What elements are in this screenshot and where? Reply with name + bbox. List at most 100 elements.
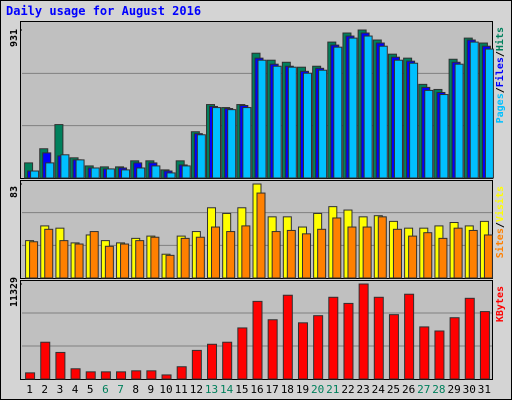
- bar: [479, 311, 490, 380]
- bar: [271, 231, 281, 279]
- bar: [363, 35, 373, 179]
- bar: [468, 229, 478, 279]
- bar: [449, 317, 460, 380]
- bar: [287, 66, 297, 179]
- bar: [226, 231, 236, 279]
- bar: [227, 109, 237, 179]
- bar: [241, 225, 251, 279]
- bar: [25, 372, 36, 380]
- bar: [393, 59, 403, 179]
- bar: [439, 94, 449, 179]
- bar: [388, 314, 399, 380]
- bar: [378, 45, 388, 179]
- y-tick-label: 11329: [9, 277, 20, 307]
- bar: [318, 69, 328, 179]
- bar: [45, 162, 55, 179]
- bar: [100, 371, 111, 380]
- bar: [438, 237, 448, 279]
- bar: [272, 65, 282, 179]
- bar: [483, 234, 493, 279]
- bar: [75, 159, 85, 179]
- x-tick-label: 30: [463, 383, 476, 396]
- bar: [29, 241, 39, 279]
- x-tick-label: 24: [372, 383, 386, 396]
- x-tick-label: 16: [250, 383, 263, 396]
- x-tick-label: 17: [266, 383, 279, 396]
- legend-entry: Hits: [494, 27, 506, 51]
- bar: [181, 165, 191, 179]
- bar: [135, 240, 145, 279]
- chart-title: Daily usage for August 2016: [6, 4, 201, 18]
- bar: [348, 37, 358, 179]
- bar: [44, 228, 54, 279]
- bar: [282, 294, 293, 380]
- legend-entry: Files: [494, 57, 506, 87]
- bar: [166, 172, 176, 179]
- bar: [242, 107, 252, 179]
- x-tick-label: 29: [447, 383, 460, 396]
- bar: [454, 63, 464, 179]
- x-tick-label: 8: [132, 383, 139, 396]
- x-tick-label: 22: [341, 383, 354, 396]
- legend: KBytes: [495, 286, 506, 322]
- bar: [131, 370, 142, 380]
- bar: [60, 154, 70, 179]
- bar: [151, 165, 161, 179]
- bar: [434, 330, 445, 380]
- bar: [257, 59, 267, 179]
- legend-separator: /: [495, 87, 506, 93]
- bar: [120, 243, 130, 279]
- bar: [392, 228, 402, 279]
- legend-separator: /: [495, 222, 506, 228]
- bar: [70, 368, 81, 380]
- y-tick-label: 83: [9, 186, 20, 198]
- bar: [121, 169, 131, 179]
- legend: Sites/Visits: [494, 186, 506, 258]
- bar: [207, 343, 218, 380]
- legend-separator: /: [495, 51, 506, 57]
- bar: [333, 46, 343, 179]
- bar: [89, 231, 99, 279]
- bar: [343, 302, 354, 380]
- bar: [74, 243, 84, 279]
- bar: [347, 226, 357, 279]
- x-tick-label: 27: [417, 383, 430, 396]
- x-tick-label: 14: [220, 383, 234, 396]
- bar: [161, 374, 172, 380]
- legend-entry: Visits: [494, 186, 506, 222]
- bar: [212, 107, 222, 179]
- legend-entry: Pages: [495, 93, 506, 123]
- bar: [286, 229, 296, 279]
- bar: [453, 227, 463, 279]
- bar: [297, 322, 308, 380]
- bar: [373, 296, 384, 380]
- bar: [317, 228, 327, 279]
- x-tick-label: 19: [296, 383, 309, 396]
- bar: [313, 315, 324, 380]
- legend: Pages/Files/Hits: [494, 27, 506, 123]
- bar: [419, 326, 430, 380]
- bar: [55, 351, 66, 380]
- bar: [196, 134, 206, 179]
- bar: [211, 226, 221, 279]
- x-tick-label: 12: [190, 383, 203, 396]
- bar: [256, 192, 266, 279]
- legend-entry: KBytes: [495, 286, 506, 322]
- x-tick-label: 9: [148, 383, 155, 396]
- x-tick-label: 10: [159, 383, 172, 396]
- x-tick-label: 18: [281, 383, 294, 396]
- bar: [146, 370, 157, 380]
- bar: [408, 235, 418, 279]
- x-tick-label: 20: [311, 383, 324, 396]
- x-tick-label: 1: [26, 383, 33, 396]
- bar: [302, 72, 312, 179]
- bar: [464, 297, 475, 380]
- x-tick-label: 11: [175, 383, 188, 396]
- bar: [150, 236, 160, 279]
- x-tick-label: 26: [402, 383, 415, 396]
- bar: [362, 226, 372, 279]
- bar: [195, 236, 205, 279]
- bar: [165, 254, 175, 279]
- bar: [328, 296, 339, 380]
- bar: [176, 366, 187, 380]
